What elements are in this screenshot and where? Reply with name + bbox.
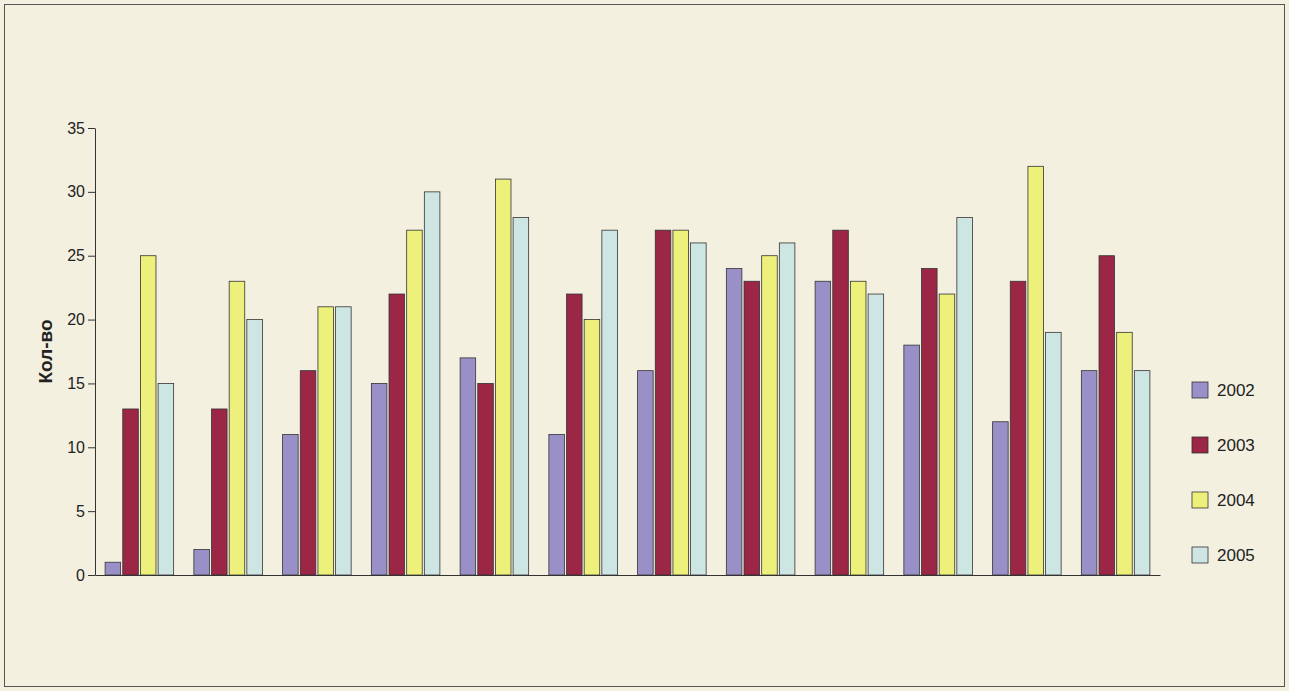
tick: 35 (67, 120, 95, 137)
tick: 20 (67, 311, 95, 328)
bar (123, 409, 139, 575)
chart: 0 5 10 15 20 25 30 35 Кол-во 2002 2003 2004 2005 (0, 0, 1289, 691)
bar (1081, 371, 1097, 575)
tick-mark (88, 256, 95, 257)
bar (371, 383, 387, 575)
bar (922, 268, 938, 575)
bar (833, 230, 849, 575)
bar (673, 230, 689, 575)
bar (194, 549, 210, 575)
bar (904, 345, 920, 575)
tick-mark (88, 192, 95, 193)
tick-label: 15 (67, 375, 85, 392)
bar (229, 281, 245, 575)
legend-swatch (1192, 382, 1208, 398)
tick-label: 30 (67, 183, 85, 200)
bar (318, 307, 334, 575)
legend-swatch (1192, 437, 1208, 453)
tick-mark (88, 511, 95, 512)
legend-label: 2003 (1217, 436, 1255, 455)
bar (495, 179, 511, 575)
bar (993, 422, 1009, 575)
bar (567, 294, 583, 575)
legend-label: 2004 (1217, 491, 1255, 510)
bar (1099, 256, 1115, 575)
bar (638, 371, 654, 575)
legend-item: 2003 (1192, 436, 1255, 455)
tick-label: 10 (67, 439, 85, 456)
bar (655, 230, 671, 575)
bar (247, 320, 263, 575)
bar (336, 307, 352, 575)
tick-label: 20 (67, 311, 85, 328)
tick: 15 (67, 375, 95, 392)
background (0, 0, 1289, 691)
tick-mark (88, 128, 95, 129)
tick-mark (88, 320, 95, 321)
bar (1046, 332, 1062, 575)
bar (1134, 371, 1150, 575)
bar (850, 281, 866, 575)
bar (1117, 332, 1133, 575)
bar (602, 230, 618, 575)
bar (140, 256, 156, 575)
series-3 (158, 192, 1150, 575)
bar (549, 435, 565, 575)
bar (460, 358, 476, 575)
bars (105, 166, 1150, 575)
tick: 5 (76, 503, 95, 520)
legend-swatch (1192, 492, 1208, 508)
tick-label: 35 (67, 120, 85, 137)
bar (779, 243, 795, 575)
bar (1028, 166, 1044, 575)
bar (815, 281, 831, 575)
bar (1010, 281, 1026, 575)
tick-label: 0 (76, 567, 85, 584)
bar (158, 383, 174, 575)
bar (212, 409, 228, 575)
tick: 10 (67, 439, 95, 456)
axis-title: Кол-во (35, 319, 56, 383)
frame (5, 5, 1285, 687)
bar (407, 230, 423, 575)
bar (584, 320, 600, 575)
tick-label: 5 (76, 503, 85, 520)
bar (726, 268, 742, 575)
bar (478, 383, 494, 575)
tick: 30 (67, 183, 95, 200)
bar (957, 217, 973, 575)
bar (691, 243, 707, 575)
bar (762, 256, 778, 575)
legend-label: 2005 (1217, 546, 1255, 565)
bar (513, 217, 529, 575)
series-2 (140, 166, 1132, 575)
bar (868, 294, 884, 575)
series-0 (105, 268, 1097, 575)
legend-swatch (1192, 547, 1208, 563)
bar (389, 294, 405, 575)
bar (300, 371, 316, 575)
legend-label: 2002 (1217, 381, 1255, 400)
plot: 0 5 10 15 20 25 30 35 (67, 120, 1160, 584)
legend-item: 2002 (1192, 381, 1255, 400)
bar (105, 562, 121, 575)
legend-item: 2004 (1192, 491, 1255, 510)
axis-line (96, 575, 1161, 576)
y-axis: 0 5 10 15 20 25 30 35 (67, 120, 95, 584)
tick-label: 25 (67, 247, 85, 264)
axis-line (95, 129, 96, 576)
tick: 0 (76, 567, 95, 584)
bar (283, 435, 299, 575)
legend-item: 2005 (1192, 546, 1255, 565)
tick: 25 (67, 247, 95, 264)
tick-mark (88, 383, 95, 384)
x-axis (96, 575, 1161, 577)
bar (424, 192, 440, 575)
legend: 2002 2003 2004 2005 (1192, 381, 1255, 565)
tick-mark (88, 575, 95, 576)
bar (939, 294, 955, 575)
tick-mark (88, 447, 95, 448)
bar (744, 281, 760, 575)
